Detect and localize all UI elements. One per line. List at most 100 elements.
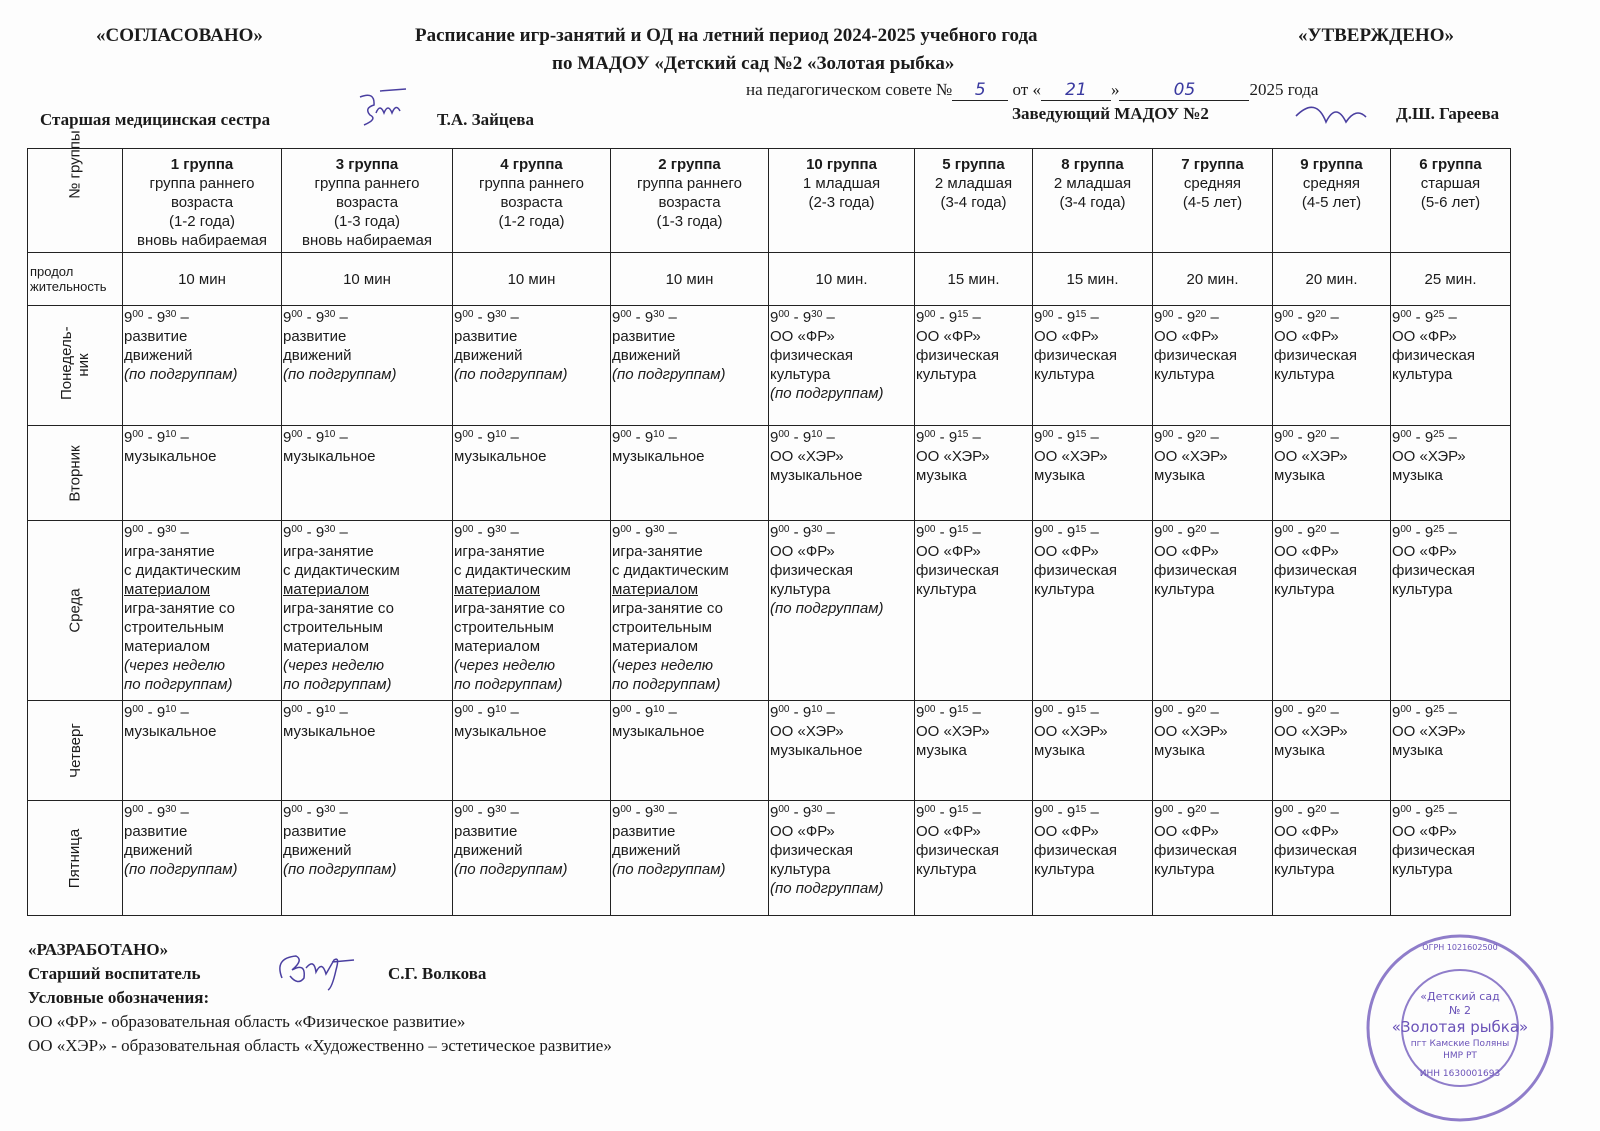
nurse-title: Старшая медицинская сестра [40, 110, 271, 129]
group-description: (3-4 года) [1059, 194, 1126, 211]
activity-text: ОО «ХЭР» [1154, 723, 1228, 740]
activity-text: физическая [770, 842, 853, 859]
start-minutes: 00 [1042, 704, 1054, 715]
end-minutes: 20 [1195, 704, 1207, 715]
end-hour: 9 [1424, 429, 1434, 446]
group-name: 2 группа [658, 156, 721, 173]
start-hour: 9 [1274, 704, 1283, 721]
activity-text: развитие [454, 328, 518, 345]
start-minutes: 00 [462, 524, 474, 535]
duration-value: 10 мин. [815, 270, 868, 288]
start-minutes: 00 [1282, 704, 1294, 715]
time-range: 900 - 920 – [1274, 309, 1339, 326]
activity-text: ОО «ХЭР» [916, 448, 990, 465]
group-name: 7 группа [1181, 156, 1244, 173]
activity-text: музыка [916, 467, 967, 484]
schedule-cell: 900 - 915 – ОО «ФР» физическая культура [914, 305, 1033, 426]
start-minutes: 00 [1162, 429, 1174, 440]
start-hour: 9 [1034, 309, 1043, 326]
activity-text: развитие [612, 823, 676, 840]
group-description: (1-2 года) [498, 213, 565, 230]
start-minutes: 00 [924, 524, 936, 535]
activity-text: физическая [1154, 842, 1237, 859]
end-hour: 9 [486, 704, 496, 721]
activity-text: музыкальное [124, 723, 217, 740]
start-hour: 9 [1034, 429, 1043, 446]
end-hour: 9 [315, 524, 325, 541]
time-range: 900 - 930 – [124, 804, 189, 821]
start-hour: 9 [454, 429, 463, 446]
start-hour: 9 [612, 429, 621, 446]
start-minutes: 00 [924, 804, 936, 815]
group-description: (4-5 лет) [1301, 194, 1362, 211]
activity-text: (через неделю [124, 657, 226, 674]
end-minutes: 30 [324, 309, 336, 320]
activity-text: строительным [283, 619, 383, 636]
time-range: 900 - 915 – [916, 524, 981, 541]
start-minutes: 00 [462, 429, 474, 440]
activity-text: строительным [454, 619, 554, 636]
legend-item-her: ОО «ХЭР» - образовательная область «Худо… [28, 1036, 612, 1055]
activity-text: движений [124, 347, 193, 364]
day-row: Среда 900 - 930 – игра-занятие с дидактичес… [27, 520, 1511, 701]
start-minutes: 00 [620, 804, 632, 815]
stamp-place: пгт Камские Поляны [1411, 1039, 1509, 1049]
activity-text: музыка [1274, 742, 1325, 759]
end-hour: 9 [315, 704, 325, 721]
end-minutes: 30 [495, 524, 507, 535]
activity-text: ОО «ХЭР» [1274, 448, 1348, 465]
senior-title: Старший воспитатель [28, 964, 201, 983]
schedule-cell: 900 - 930 – развитие движений (по подгруппа… [452, 800, 611, 916]
end-hour: 9 [315, 429, 325, 446]
end-hour: 9 [644, 524, 654, 541]
start-hour: 9 [612, 804, 621, 821]
activity-text: музыка [916, 742, 967, 759]
end-hour: 9 [644, 429, 654, 446]
end-hour: 9 [156, 524, 166, 541]
activity-text: ОО «ФР» [1154, 823, 1219, 840]
group-name: 9 группа [1300, 156, 1363, 173]
duration-row: продол жительность 10 мин 10 мин 10 мин 10 м… [27, 252, 1511, 306]
group-header-cell: 7 группа средняя (4-5 лет) [1152, 148, 1273, 253]
group-name: 8 группа [1061, 156, 1124, 173]
activity-text: ОО «ФР» [916, 823, 981, 840]
start-hour: 9 [454, 524, 463, 541]
end-minutes: 25 [1433, 804, 1445, 815]
end-hour: 9 [802, 429, 812, 446]
schedule-cell: 900 - 910 – музыкальное [610, 700, 769, 801]
activity-text: (через неделю [612, 657, 714, 674]
stamp-region: НМР РТ [1443, 1051, 1477, 1061]
schedule-cell: 900 - 925 – ОО «ФР» физическая культура [1390, 800, 1511, 916]
schedule-cell: 900 - 910 – музыкальное [281, 425, 453, 521]
day-row: Четверг 900 - 910 – музыкальное 900 - 910 –… [27, 700, 1511, 801]
end-hour: 9 [1186, 309, 1196, 326]
schedule-cell: 900 - 910 – ОО «ХЭР» музыкальное [768, 425, 915, 521]
time-range: 900 - 930 – [283, 804, 348, 821]
group-description: (3-4 года) [940, 194, 1007, 211]
senior-signature [279, 955, 355, 991]
activity-text: ОО «ХЭР» [1392, 448, 1466, 465]
activity-text: музыкальное [124, 448, 217, 465]
start-minutes: 00 [620, 429, 632, 440]
end-minutes: 25 [1433, 309, 1445, 320]
start-minutes: 00 [620, 309, 632, 320]
activity-text: культура [1274, 861, 1335, 878]
activity-text: культура [770, 581, 831, 598]
end-hour: 9 [1424, 804, 1434, 821]
activity-text: культура [1034, 366, 1095, 383]
duration-cell: 10 мин [452, 252, 611, 306]
end-minutes: 20 [1315, 804, 1327, 815]
time-range: 900 - 915 – [1034, 524, 1099, 541]
activity-text: музыка [1154, 742, 1205, 759]
start-hour: 9 [283, 804, 292, 821]
head-title: Заведующий МАДОУ №2 [1012, 104, 1209, 123]
activity-text: культура [1154, 861, 1215, 878]
end-minutes: 15 [957, 429, 969, 440]
stamp-top-text: «Детский сад [1420, 990, 1500, 1003]
time-range: 900 - 930 – [770, 804, 835, 821]
group-description: возраста [658, 194, 721, 211]
end-hour: 9 [644, 309, 654, 326]
duration-value: 10 мин [507, 270, 556, 288]
day-label-cell: Вторник [27, 425, 123, 521]
duration-cell: 15 мин. [1032, 252, 1153, 306]
